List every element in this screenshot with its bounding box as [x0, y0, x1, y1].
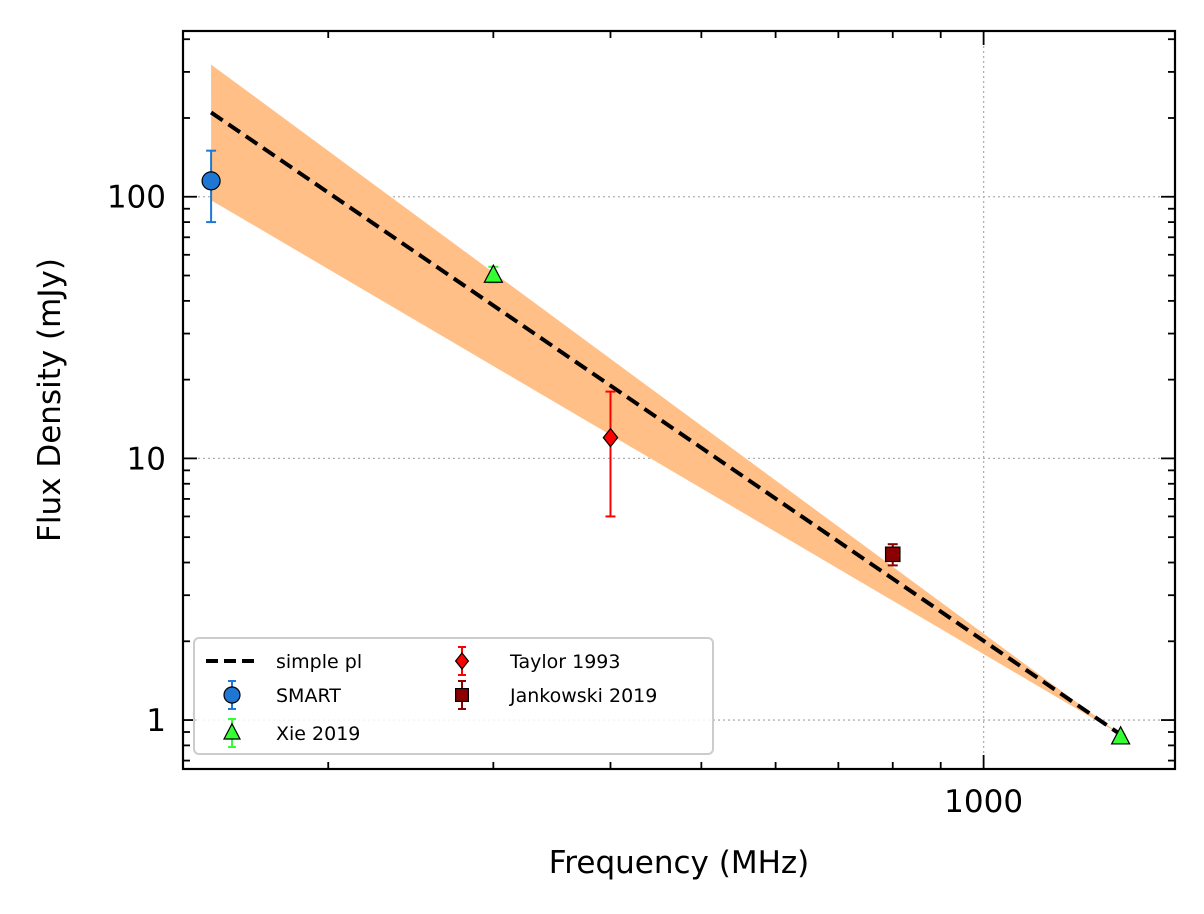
data-point-circle	[201, 171, 221, 191]
x-axis-title: Frequency (MHz)	[549, 845, 810, 881]
legend-marker-triangle	[223, 722, 241, 740]
axis-ticks	[183, 31, 1175, 769]
data-point-triangle	[1110, 725, 1131, 745]
fit-line	[209, 110, 1122, 737]
legend-marker-circle	[223, 686, 241, 704]
legend-box	[193, 637, 714, 755]
data-point-triangle	[483, 263, 504, 283]
y-axis-title: Flux Density (mJy)	[32, 258, 68, 542]
legend-marker-diamond	[454, 652, 470, 670]
plot-frame	[181, 29, 1177, 771]
tick-labels: 1000 1 10 100	[107, 180, 1023, 820]
fit-band	[211, 64, 1121, 735]
data-points	[201, 149, 1131, 745]
y-tick-label: 1	[146, 703, 166, 739]
x-tick-label: 1000	[944, 784, 1023, 820]
data-point-square	[884, 546, 901, 563]
legend-label: simple pl	[276, 651, 362, 673]
legend-label: SMART	[276, 685, 341, 707]
y-tick-label: 100	[107, 180, 166, 216]
y-tick-label: 10	[127, 441, 166, 477]
fit-line-layer	[209, 110, 1122, 737]
legend-label: Jankowski 2019	[509, 685, 657, 707]
fit-uncertainty-band	[211, 64, 1121, 735]
legend: simple pl SMART Xie 2019 Taylor 1993 Jankows…	[193, 637, 714, 755]
legend-label: Taylor 1993	[509, 651, 620, 673]
data-point-diamond	[602, 427, 619, 448]
legend-marker-square	[455, 687, 470, 702]
legend-label: Xie 2019	[276, 723, 360, 745]
